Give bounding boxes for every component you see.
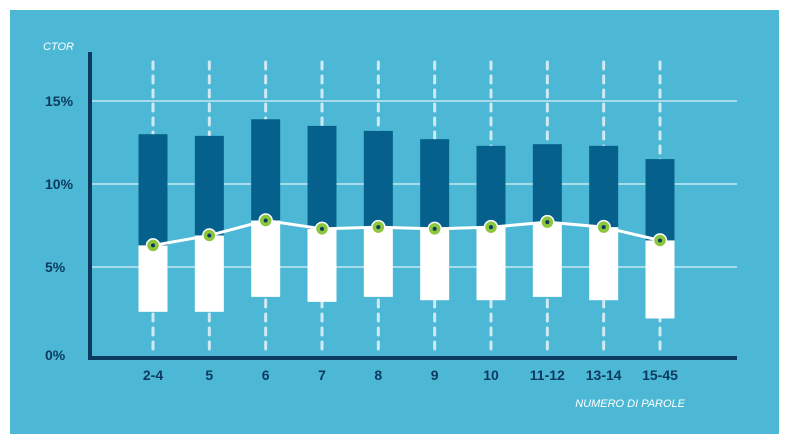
y-axis-label: CTOR [43, 41, 74, 53]
line-point-center [320, 226, 324, 231]
y-tick-label: 0% [45, 347, 66, 363]
x-tick-label: 2-4 [143, 367, 163, 383]
line-point-center [263, 218, 268, 223]
x-tick-label: 7 [318, 367, 326, 383]
bar-upper [645, 159, 675, 241]
line-point-center [376, 225, 381, 230]
bar-upper [138, 134, 168, 246]
y-tick-label: 15% [45, 93, 74, 109]
x-tick-label: 15-45 [642, 367, 678, 383]
y-tick-label: 10% [45, 176, 74, 192]
average-line [152, 219, 661, 247]
x-tick-label: 10 [483, 367, 499, 383]
line-point-center [658, 238, 662, 243]
bar-lower [645, 240, 675, 319]
bar-lower [138, 245, 168, 312]
bar-upper [307, 125, 337, 229]
line-point-center [489, 225, 493, 230]
line-point-center [545, 220, 550, 225]
bar-upper [532, 144, 562, 223]
chart-panel: 0% 5% 10% 15% 2-4 5 6 7 8 9 10 11-12 13-14 15-45 CTOR N… [10, 10, 779, 434]
x-tick-label: 13-14 [586, 367, 622, 383]
x-tick-label: 5 [205, 367, 213, 383]
bar-lower [194, 235, 224, 312]
bar-upper [589, 145, 619, 228]
y-tick-label: 5% [45, 259, 66, 275]
bar-upper [251, 119, 281, 221]
x-tick-label: 6 [262, 367, 270, 383]
bar-lower [363, 227, 393, 297]
x-tick-label: 11-12 [530, 367, 565, 383]
bar-lower [589, 227, 619, 301]
x-tick-label: 9 [431, 367, 439, 383]
bar-lower [307, 228, 337, 302]
bar-upper [476, 145, 506, 228]
ctor-chart: 0% 5% 10% 15% 2-4 5 6 7 8 9 10 11-12 13-14 15-45 CTOR N… [10, 10, 779, 434]
bar-upper [420, 139, 450, 229]
bar-lower [420, 228, 450, 301]
bar-lower [532, 222, 562, 297]
x-axis-label: NUMERO DI PAROLE [575, 398, 685, 410]
bar-upper [194, 135, 224, 236]
x-tick-label: 8 [374, 367, 382, 383]
bar-lower [251, 220, 281, 297]
bar-lower [476, 227, 506, 301]
bar-upper [363, 130, 393, 228]
line-point-center [151, 243, 155, 248]
line-point-center [432, 226, 437, 231]
line-point-center [601, 225, 606, 230]
line-point-center [207, 233, 212, 238]
